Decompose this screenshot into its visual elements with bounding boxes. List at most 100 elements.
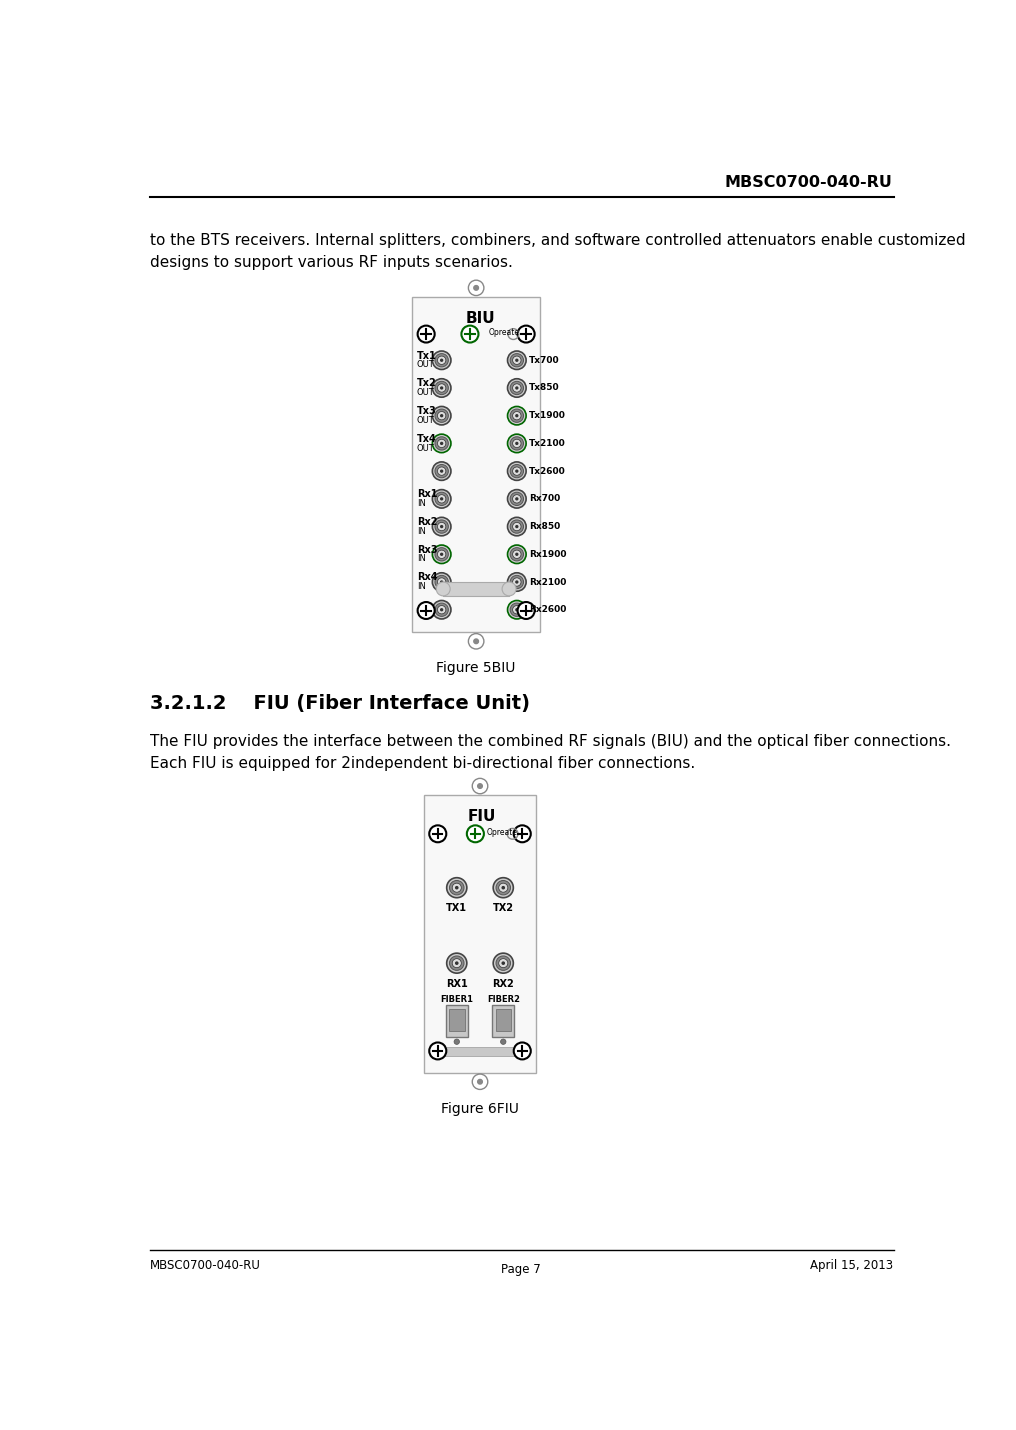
Text: Opreate: Opreate	[487, 828, 517, 837]
Circle shape	[418, 326, 435, 343]
Circle shape	[449, 955, 464, 971]
Circle shape	[435, 353, 448, 368]
Circle shape	[461, 326, 479, 343]
Circle shape	[438, 578, 446, 586]
Circle shape	[435, 492, 448, 505]
Circle shape	[513, 383, 521, 392]
Circle shape	[513, 468, 521, 475]
Circle shape	[452, 958, 461, 968]
Circle shape	[513, 605, 521, 613]
Circle shape	[435, 603, 448, 616]
Circle shape	[433, 545, 451, 563]
Circle shape	[508, 462, 526, 480]
Circle shape	[508, 518, 526, 536]
Bar	[436, 1047, 524, 1057]
Circle shape	[496, 955, 510, 971]
Circle shape	[440, 498, 443, 500]
Circle shape	[473, 639, 479, 644]
Circle shape	[515, 415, 518, 418]
Bar	[449, 1010, 464, 1031]
Text: RX1: RX1	[446, 978, 467, 988]
Text: Rx1: Rx1	[417, 489, 437, 499]
Circle shape	[502, 582, 516, 596]
Circle shape	[513, 578, 521, 586]
Circle shape	[436, 582, 450, 596]
Circle shape	[515, 442, 518, 445]
Circle shape	[440, 442, 443, 445]
Circle shape	[513, 522, 521, 531]
Circle shape	[510, 521, 523, 533]
Circle shape	[438, 522, 446, 531]
Circle shape	[435, 575, 448, 589]
Circle shape	[433, 379, 451, 398]
Text: Tx700: Tx700	[529, 356, 560, 365]
Circle shape	[433, 406, 451, 425]
Text: IN: IN	[417, 582, 426, 591]
Circle shape	[438, 356, 446, 365]
Circle shape	[433, 489, 451, 508]
Text: Rx2100: Rx2100	[529, 578, 567, 586]
Circle shape	[510, 492, 523, 505]
Circle shape	[515, 386, 518, 389]
Circle shape	[433, 601, 451, 619]
Text: Tx850: Tx850	[529, 383, 560, 392]
Text: Tx2100: Tx2100	[529, 439, 566, 448]
Text: 3.2.1.2    FIU (Fiber Interface Unit): 3.2.1.2 FIU (Fiber Interface Unit)	[150, 694, 530, 712]
Circle shape	[449, 881, 464, 895]
Circle shape	[508, 406, 526, 425]
Circle shape	[435, 521, 448, 533]
Text: OUT: OUT	[417, 443, 435, 452]
Text: Opreate: Opreate	[489, 327, 519, 337]
Text: Tx2600: Tx2600	[529, 466, 566, 476]
Circle shape	[440, 581, 443, 583]
Text: OUT: OUT	[417, 416, 435, 425]
Circle shape	[515, 359, 518, 362]
Text: Rx3: Rx3	[417, 545, 437, 555]
Circle shape	[455, 961, 458, 965]
Circle shape	[510, 382, 523, 395]
Circle shape	[435, 465, 448, 478]
Text: IN: IN	[417, 526, 426, 536]
Text: IN: IN	[417, 499, 426, 508]
Circle shape	[473, 286, 479, 290]
Text: April 15, 2013: April 15, 2013	[810, 1258, 893, 1271]
Circle shape	[447, 954, 466, 974]
Text: Rx1900: Rx1900	[529, 549, 567, 559]
Circle shape	[499, 884, 508, 892]
Circle shape	[510, 409, 523, 422]
Circle shape	[508, 489, 526, 508]
Circle shape	[513, 439, 521, 448]
Bar	[493, 1005, 514, 1037]
Text: Tx4: Tx4	[417, 433, 437, 443]
Circle shape	[429, 825, 446, 842]
Text: Rx850: Rx850	[529, 522, 561, 531]
Circle shape	[514, 825, 530, 842]
Circle shape	[515, 608, 518, 612]
Circle shape	[514, 1042, 530, 1060]
Circle shape	[438, 383, 446, 392]
Bar	[446, 1005, 467, 1037]
Text: Page 7: Page 7	[501, 1264, 541, 1277]
Circle shape	[438, 412, 446, 420]
Text: TX2: TX2	[493, 904, 514, 914]
Circle shape	[435, 382, 448, 395]
Circle shape	[496, 881, 510, 895]
Circle shape	[499, 958, 508, 968]
Text: Rx2: Rx2	[417, 518, 437, 526]
Circle shape	[435, 409, 448, 422]
Text: OUT: OUT	[417, 388, 435, 398]
Circle shape	[466, 825, 484, 842]
Circle shape	[433, 573, 451, 591]
Circle shape	[508, 435, 526, 453]
Circle shape	[513, 495, 521, 503]
Circle shape	[510, 603, 523, 616]
Circle shape	[501, 1040, 506, 1044]
Circle shape	[440, 525, 443, 528]
Bar	[424, 795, 536, 1072]
Text: Rx700: Rx700	[529, 495, 561, 503]
Bar	[412, 297, 541, 632]
Text: Tx1900: Tx1900	[529, 412, 566, 420]
Circle shape	[510, 548, 523, 561]
Circle shape	[435, 548, 448, 561]
Circle shape	[513, 356, 521, 365]
